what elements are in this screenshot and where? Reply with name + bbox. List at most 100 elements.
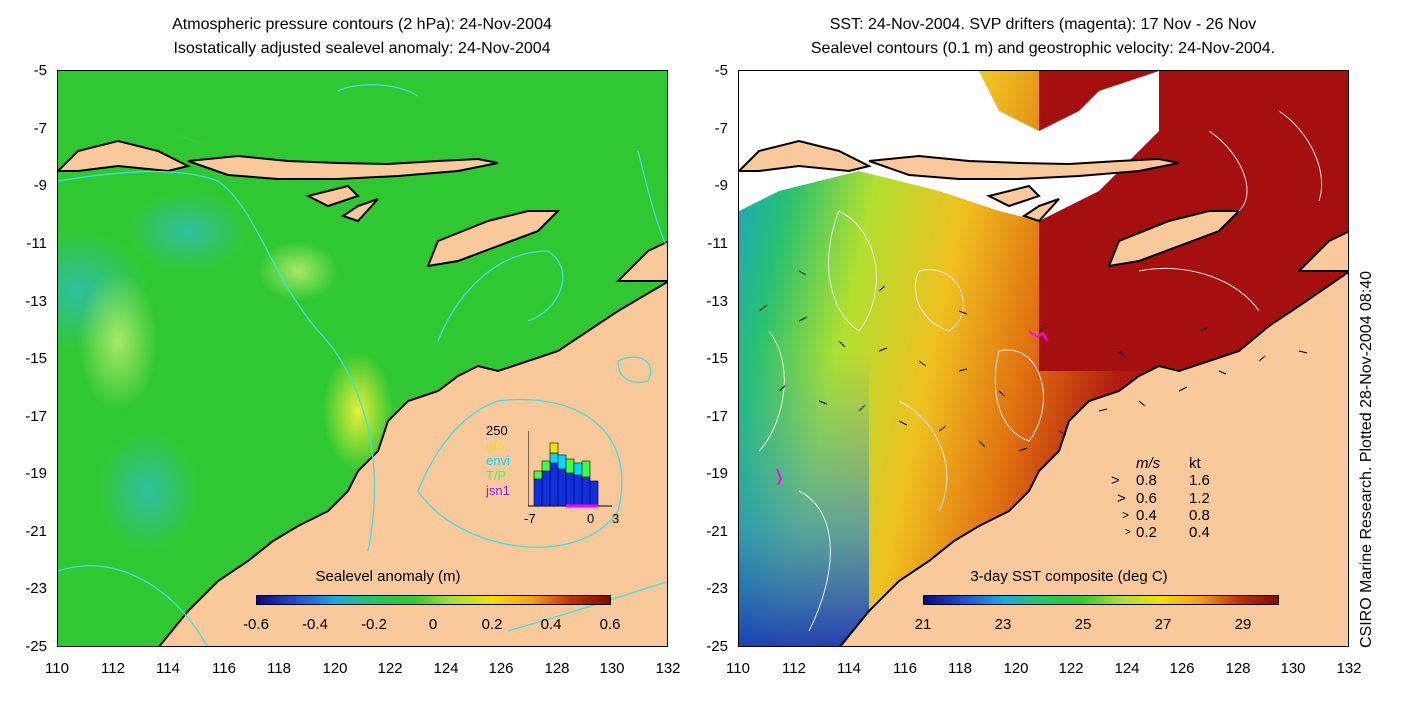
australia-land — [839, 271, 1348, 646]
drifter-track — [1028, 330, 1048, 342]
left-y-tick: -13 — [25, 293, 47, 310]
left-x-tick: 126 — [488, 660, 514, 677]
left-x-tick: 128 — [544, 660, 570, 677]
left-y-tick: -15 — [25, 350, 47, 367]
right-x-tick: 116 — [893, 660, 917, 677]
inset-legend-tp: T/P — [486, 468, 507, 483]
sst-colorbar-label: 25 — [1074, 616, 1092, 633]
left-y-tick: -21 — [25, 523, 47, 540]
right-title-line2: Sealevel contours (0.1 m) and geostrophi… — [810, 40, 1276, 57]
sst-colorbar-label: 23 — [994, 616, 1012, 633]
left-x-tick: 110 — [45, 660, 69, 677]
inset-legend-envi: envi — [486, 453, 510, 468]
sealevel-colorbar-title: Sealevel anomaly (m) — [315, 568, 461, 585]
drifter-track — [776, 468, 783, 486]
sealevel-colorbar-label: 0 — [428, 616, 438, 633]
left-title-line1: Atmospheric pressure contours (2 hPa): 2… — [172, 16, 552, 33]
left-y-tick: -9 — [33, 177, 47, 194]
right-x-tick: 130 — [1280, 660, 1306, 677]
left-x-tick: 114 — [156, 660, 180, 677]
velocity-arrows — [758, 270, 1308, 452]
histogram-bars — [533, 442, 599, 507]
inset-ymax-label: 250 — [486, 423, 508, 438]
sealevel-colorbar-label: -0.6 — [243, 616, 269, 633]
left-y-tick: -17 — [25, 408, 47, 425]
left-x-tick: 112 — [101, 660, 125, 677]
right-x-tick: 126 — [1169, 660, 1195, 677]
indonesia-land — [58, 71, 667, 171]
velocity-legend-ms: 0.4 — [1136, 507, 1157, 524]
left-y-tick: -5 — [33, 62, 47, 79]
right-y-tick: -9 — [714, 177, 728, 194]
velocity-legend-arrow-icon: > — [1122, 508, 1130, 522]
velocity-legend-kt: 0.4 — [1189, 524, 1210, 541]
velocity-legend-kt: 1.2 — [1189, 490, 1210, 507]
sealevel-colorbar — [256, 595, 611, 605]
right-x-tick: 110 — [726, 660, 750, 677]
sealevel-colorbar-label: 0.4 — [540, 616, 562, 633]
left-x-tick: 120 — [322, 660, 348, 677]
sst-colorbar — [923, 595, 1279, 605]
right-y-tick: -11 — [707, 235, 728, 252]
sst-colorbar-label: 29 — [1234, 616, 1252, 633]
velocity-legend-kt: 1.6 — [1189, 472, 1210, 489]
left-y-tick: -23 — [25, 580, 47, 597]
inset-x-label: -7 — [524, 511, 536, 526]
left-x-tick: 118 — [267, 660, 291, 677]
left-y-tick: -11 — [26, 235, 47, 252]
velocity-legend-ms: 0.2 — [1136, 524, 1157, 541]
velocity-legend-arrow-icon: > — [1117, 490, 1126, 507]
sealevel-anomaly-map: Sealevel anomaly (m) -0.6 -0.4 -0.2 0 0.… — [57, 70, 668, 647]
right-y-tick: -23 — [706, 580, 728, 597]
altimeter-histogram — [528, 431, 612, 508]
right-x-tick: 114 — [837, 660, 861, 677]
right-x-tick: 132 — [1336, 660, 1362, 677]
sealevel-colorbar-label: 0.2 — [481, 616, 503, 633]
right-x-tick: 122 — [1058, 660, 1084, 677]
left-y-tick: -25 — [25, 638, 47, 655]
sealevel-colorbar-label: 0.6 — [599, 616, 621, 633]
velocity-legend-ms: 0.8 — [1136, 472, 1157, 489]
right-y-tick: -17 — [706, 408, 728, 425]
right-x-tick: 124 — [1114, 660, 1140, 677]
left-y-tick: -7 — [33, 120, 47, 137]
sst-colorbar-label: 27 — [1154, 616, 1172, 633]
left-x-tick: 122 — [377, 660, 403, 677]
left-title-line2: Isostatically adjusted sealevel anomaly:… — [173, 40, 551, 57]
right-x-tick: 128 — [1225, 660, 1251, 677]
side-caption: CSIRO Marine Research. Plotted 28-Nov-20… — [1358, 270, 1375, 648]
inset-x-label: 0 — [587, 511, 595, 526]
left-x-tick: 132 — [655, 660, 681, 677]
velocity-legend-kt-header: kt — [1189, 455, 1201, 472]
inset-legend-jsn1: jsn1 — [486, 483, 510, 498]
sealevel-colorbar-label: -0.4 — [302, 616, 328, 633]
right-y-tick: -25 — [706, 638, 728, 655]
left-x-tick: 116 — [212, 660, 236, 677]
sealevel-contours — [758, 110, 1323, 632]
right-y-tick: -7 — [714, 120, 728, 137]
velocity-legend-ms-header: m/s — [1136, 455, 1161, 472]
velocity-legend-kt: 0.8 — [1189, 507, 1210, 524]
inset-legend-gfo: gfo — [486, 438, 505, 453]
cloud-mask — [739, 71, 1159, 221]
right-y-tick: -5 — [714, 62, 728, 79]
right-x-tick: 118 — [948, 660, 972, 677]
velocity-legend-arrow-icon: > — [1125, 527, 1131, 538]
sst-colorbar-title: 3-day SST composite (deg C) — [970, 568, 1168, 585]
right-y-tick: -13 — [706, 293, 728, 310]
right-y-tick: -15 — [706, 350, 728, 367]
velocity-legend-arrow-icon: > — [1111, 472, 1120, 489]
left-y-tick: -19 — [25, 465, 47, 482]
right-y-tick: -21 — [706, 523, 728, 540]
inset-x-label: 3 — [612, 511, 620, 526]
right-x-tick: 120 — [1003, 660, 1029, 677]
left-x-tick: 130 — [599, 660, 625, 677]
right-y-tick: -19 — [706, 465, 728, 482]
right-title-line1: SST: 24-Nov-2004. SVP drifters (magenta)… — [829, 16, 1257, 33]
sealevel-colorbar-label: -0.2 — [361, 616, 387, 633]
velocity-legend-ms: 0.6 — [1136, 490, 1157, 507]
sst-map: m/s kt > 0.8 1.6 > 0.6 1.2 > 0.4 0.8 > 0… — [738, 70, 1349, 647]
left-x-tick: 124 — [433, 660, 459, 677]
australia-land — [158, 281, 667, 646]
sst-colorbar-label: 21 — [914, 616, 932, 633]
